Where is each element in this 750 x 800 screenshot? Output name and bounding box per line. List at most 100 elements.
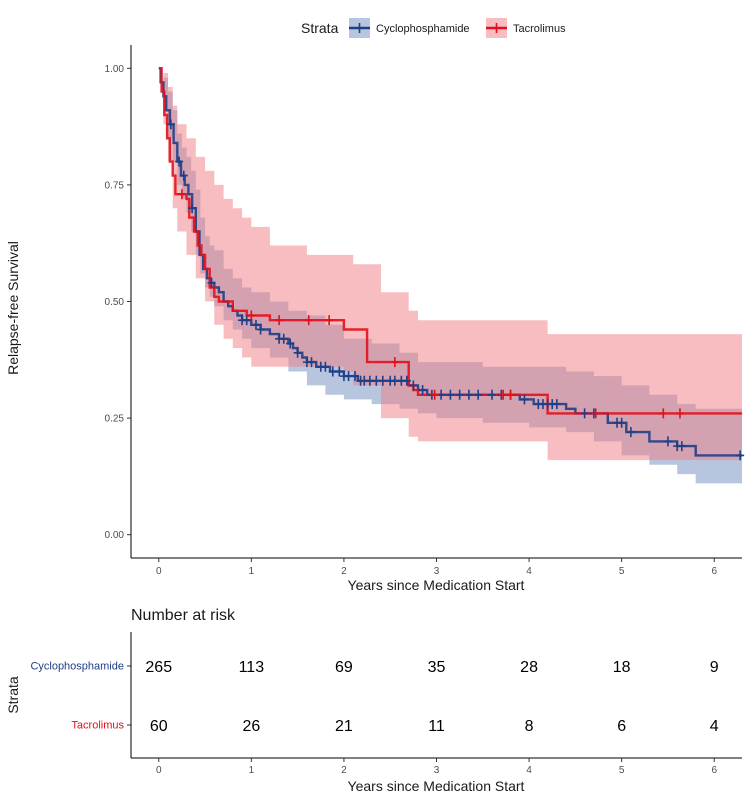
risk-x-axis-title: Years since Medication Start xyxy=(348,778,525,794)
censor-mark-cyclophosphamide xyxy=(207,277,216,288)
censor-mark-tacrolimus xyxy=(177,189,186,200)
censor-mark-cyclophosphamide xyxy=(242,315,251,326)
risk-table-rows: Cyclophosphamide 265 113 69 35 28 18 9 Tacrolimu… xyxy=(30,659,718,735)
censor-mark-cyclophosphamide xyxy=(351,371,360,382)
risk-table-title: Number at risk xyxy=(131,607,236,624)
y-tick-label: 0.25 xyxy=(105,414,125,425)
censor-mark-cyclophosphamide xyxy=(409,380,418,391)
censor-mark-cyclophosphamide xyxy=(293,347,302,358)
risk-count: 113 xyxy=(239,659,265,676)
risk-count: 28 xyxy=(520,659,538,676)
y-axis-title: Relapse-free Survival xyxy=(5,241,21,375)
risk-x-tick-label: 3 xyxy=(434,765,440,776)
risk-row-label-tacrolimus: Tacrolimus xyxy=(71,720,124,732)
ci-band-tacrolimus xyxy=(158,68,743,461)
legend: Strata Cyclophosphamide Tacrolimus xyxy=(301,18,566,38)
risk-x-tick-label: 1 xyxy=(249,765,255,776)
risk-x-tick-label: 0 xyxy=(156,765,162,776)
risk-count: 26 xyxy=(242,718,260,735)
censor-mark-cyclophosphamide xyxy=(251,319,260,330)
censor-mark-cyclophosphamide xyxy=(335,366,344,377)
x-tick-label: 1 xyxy=(249,566,255,577)
censor-mark-cyclophosphamide xyxy=(321,361,330,372)
censor-marks xyxy=(166,119,745,461)
risk-count: 21 xyxy=(335,718,353,735)
censor-mark-tacrolimus xyxy=(675,408,684,419)
x-tick-label: 4 xyxy=(526,566,532,577)
censor-mark-tacrolimus xyxy=(390,357,399,368)
censor-mark-cyclophosphamide xyxy=(736,450,745,461)
y-tick-label: 0.00 xyxy=(105,530,125,541)
censor-mark-cyclophosphamide xyxy=(378,375,387,386)
risk-count: 11 xyxy=(428,718,445,735)
risk-count: 18 xyxy=(613,659,631,676)
survival-curve-cyclophosphamide xyxy=(158,67,742,457)
censor-mark-cyclophosphamide xyxy=(418,385,427,396)
censor-mark-cyclophosphamide xyxy=(175,156,184,167)
legend-label-tacrolimus: Tacrolimus xyxy=(513,23,566,35)
legend-label-cyclophosphamide: Cyclophosphamide xyxy=(376,23,470,35)
censor-mark-cyclophosphamide xyxy=(455,389,464,400)
censor-mark-tacrolimus xyxy=(325,315,334,326)
y-tick-label: 1.00 xyxy=(105,64,125,75)
risk-x-tick-label: 5 xyxy=(619,765,625,776)
censor-mark-tacrolimus xyxy=(499,389,508,400)
legend-title: Strata xyxy=(301,20,339,36)
risk-x-tick-label: 6 xyxy=(711,765,717,776)
y-tick-label: 0.50 xyxy=(105,297,125,308)
censor-mark-cyclophosphamide xyxy=(677,441,686,452)
risk-x-tick-label: 4 xyxy=(526,765,532,776)
risk-count: 35 xyxy=(428,659,446,676)
risk-count: 265 xyxy=(145,659,172,676)
risk-count: 60 xyxy=(150,718,168,735)
risk-count: 4 xyxy=(710,718,719,735)
censor-mark-cyclophosphamide xyxy=(663,436,672,447)
censor-mark-cyclophosphamide xyxy=(179,170,188,181)
censor-mark-cyclophosphamide xyxy=(552,399,561,410)
risk-x-axis-ticks: 0 1 2 3 4 5 6 xyxy=(156,758,717,776)
risk-x-tick-label: 2 xyxy=(341,765,347,776)
censor-mark-cyclophosphamide xyxy=(520,394,529,405)
x-tick-label: 3 xyxy=(434,566,440,577)
censor-mark-cyclophosphamide xyxy=(474,389,483,400)
x-tick-label: 5 xyxy=(619,566,625,577)
x-tick-label: 2 xyxy=(341,566,347,577)
legend-key-cyclophosphamide xyxy=(349,18,370,38)
x-tick-label: 0 xyxy=(156,566,162,577)
x-axis-ticks: 0 1 2 3 4 5 6 xyxy=(156,558,717,577)
y-tick-label: 0.75 xyxy=(105,180,125,191)
censor-mark-tacrolimus xyxy=(506,389,515,400)
confidence-bands xyxy=(158,68,743,484)
y-axis-ticks: 0.00 0.25 0.50 0.75 1.00 xyxy=(105,64,131,541)
censor-mark-cyclophosphamide xyxy=(256,324,265,335)
risk-row-label-cyclophosphamide: Cyclophosphamide xyxy=(30,661,124,673)
risk-table: Number at risk Cyclophosphamide 265 113 69 3… xyxy=(5,607,742,794)
censor-mark-cyclophosphamide xyxy=(402,375,411,386)
risk-count: 6 xyxy=(617,718,626,735)
censor-mark-cyclophosphamide xyxy=(488,389,497,400)
censor-mark-tacrolimus xyxy=(591,408,600,419)
legend-key-tacrolimus xyxy=(486,18,507,38)
censor-mark-cyclophosphamide xyxy=(279,333,288,344)
censor-mark-tacrolimus xyxy=(247,310,256,321)
censor-mark-cyclophosphamide xyxy=(464,389,473,400)
censor-mark-cyclophosphamide xyxy=(626,427,635,438)
censor-mark-tacrolimus xyxy=(659,408,668,419)
censor-mark-cyclophosphamide xyxy=(580,408,589,419)
censor-mark-cyclophosphamide xyxy=(166,119,175,130)
censor-mark-cyclophosphamide xyxy=(307,357,316,368)
x-tick-label: 6 xyxy=(711,566,717,577)
risk-y-axis-title: Strata xyxy=(5,676,21,714)
censor-mark-tacrolimus xyxy=(430,389,439,400)
risk-count: 69 xyxy=(335,659,353,676)
censor-mark-cyclophosphamide xyxy=(286,338,295,349)
risk-count: 9 xyxy=(710,659,719,676)
risk-count: 8 xyxy=(525,718,534,735)
censor-mark-cyclophosphamide xyxy=(617,417,626,428)
censor-mark-cyclophosphamide xyxy=(188,203,197,214)
censor-mark-tacrolimus xyxy=(275,315,284,326)
censor-mark-cyclophosphamide xyxy=(446,389,455,400)
survival-plot: 0 1 2 3 4 5 6 0.00 0.25 0.50 0.75 1.00 Years since… xyxy=(5,45,745,593)
x-axis-title: Years since Medication Start xyxy=(348,577,525,593)
